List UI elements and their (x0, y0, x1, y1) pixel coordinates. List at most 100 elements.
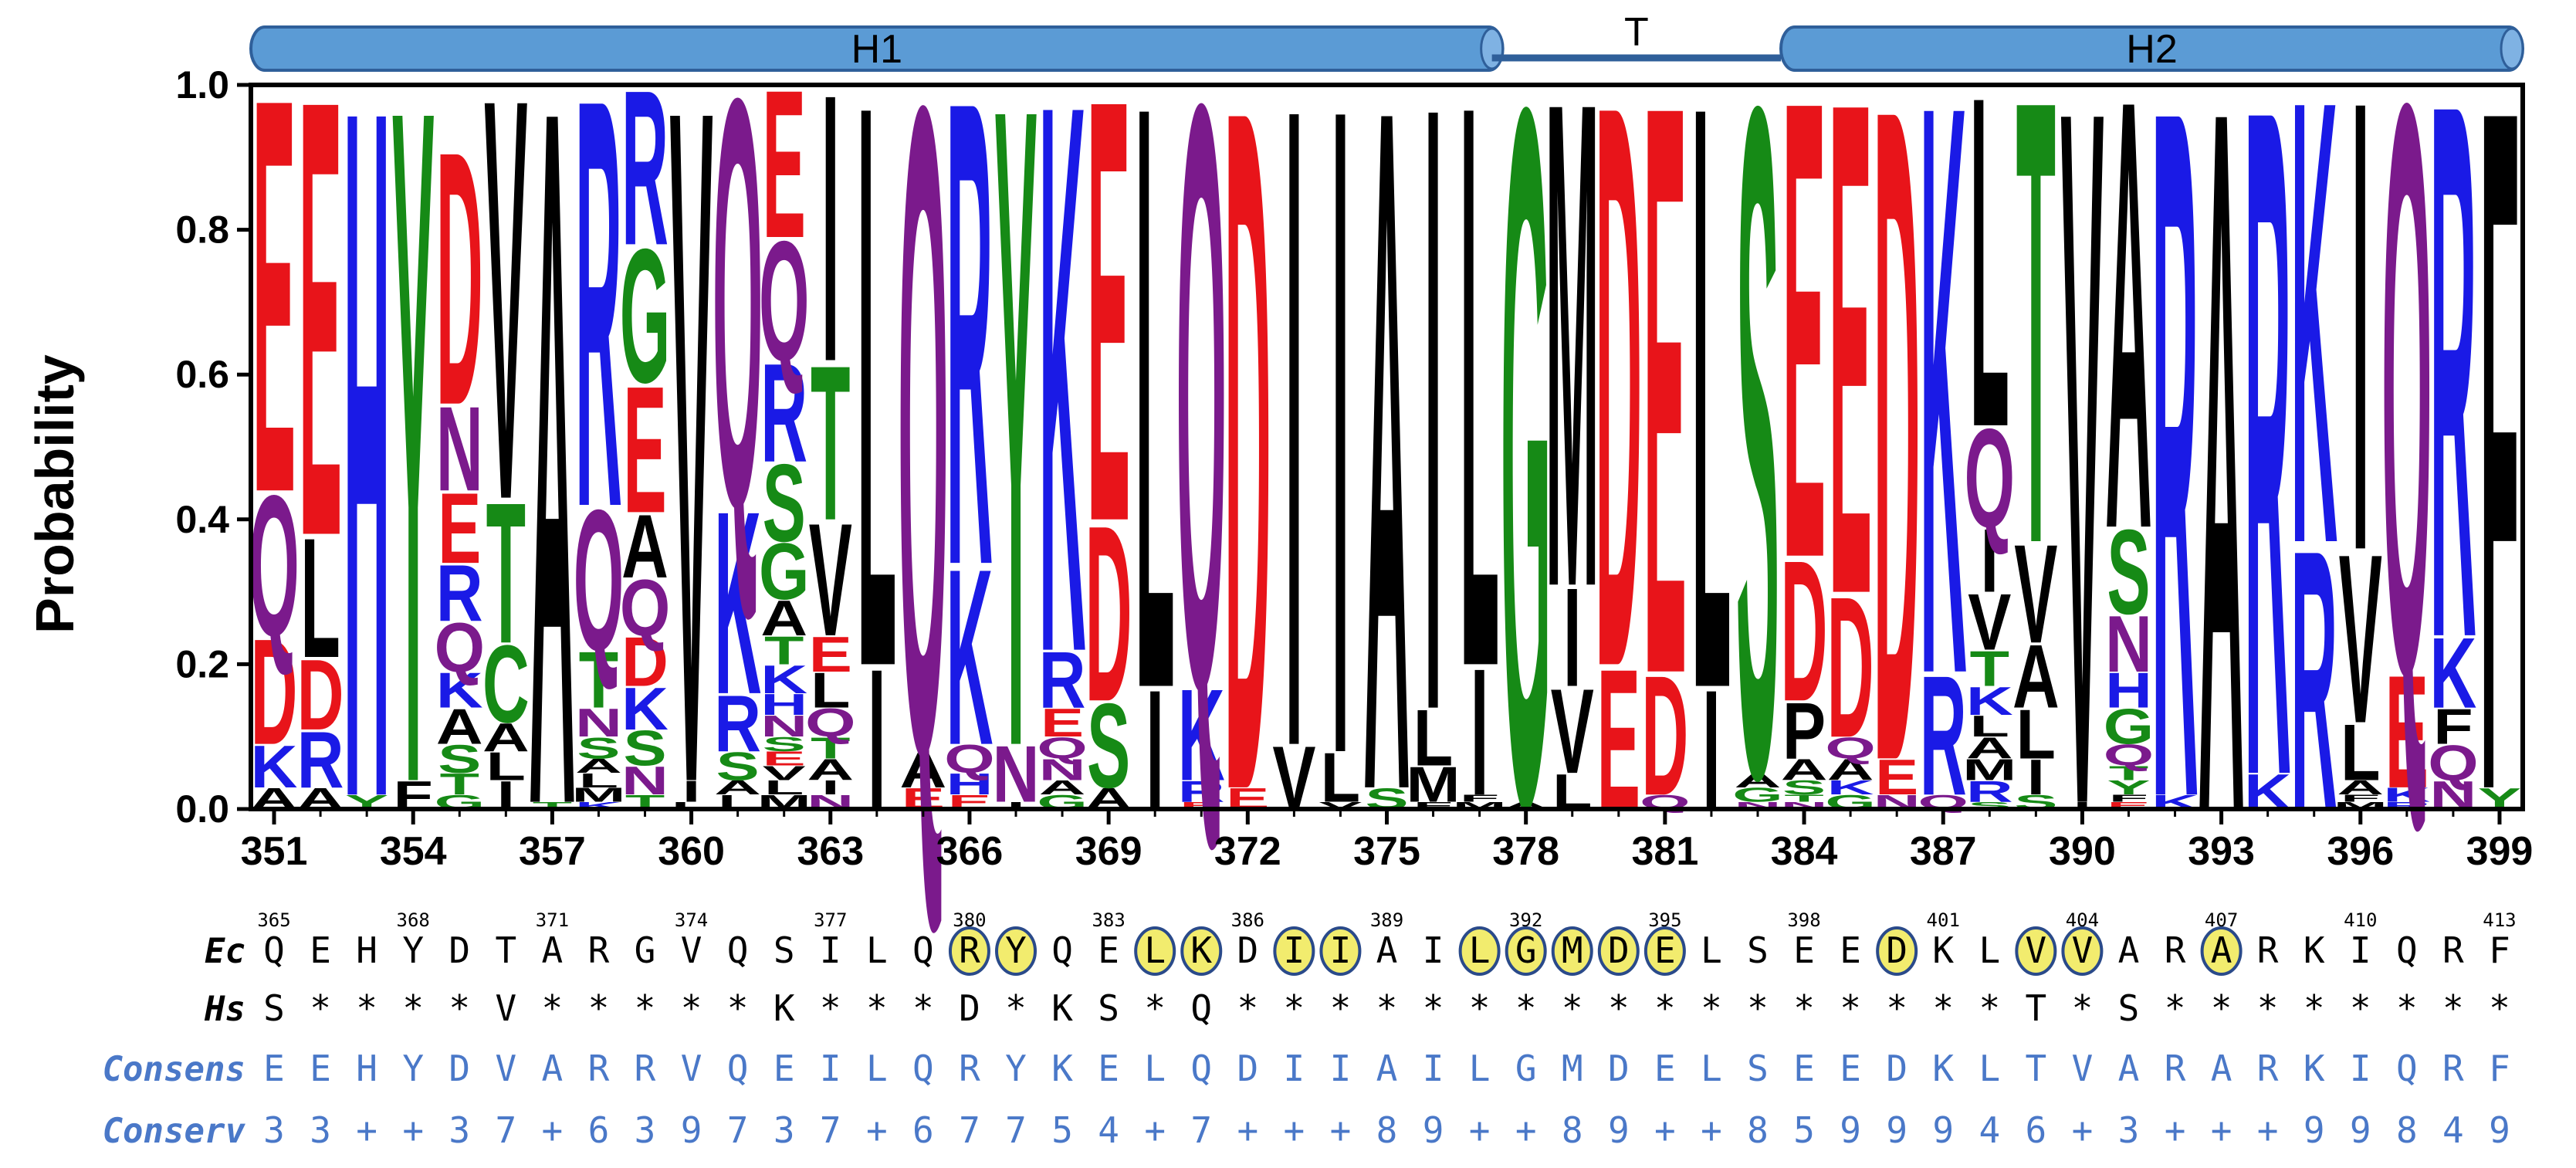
residue-label: V (2072, 929, 2094, 971)
y-tick-label: 1.0 (175, 63, 229, 107)
residue-label: A (542, 929, 564, 971)
residue-label: T (495, 929, 516, 971)
logo-letter: A (1827, 753, 1874, 787)
logo-letter: H (760, 688, 807, 722)
logo-letter: F (1460, 793, 1499, 804)
residue-label: * (1237, 987, 1258, 1029)
logo-letter: H (946, 767, 994, 801)
residue-label: + (2165, 1109, 2186, 1151)
logo-letter: L (579, 770, 618, 792)
residue-label: I (1423, 929, 1444, 971)
residue-label: + (1701, 1109, 1722, 1151)
secondary-numbering-label: 413 (2483, 909, 2516, 931)
turn-label: T (1624, 10, 1649, 55)
residue-label: * (1747, 987, 1769, 1029)
residue-label: * (2442, 987, 2464, 1029)
logo-letter: I (821, 777, 839, 799)
residue-label: L (866, 1048, 888, 1089)
logo-letter: V (484, 0, 527, 619)
residue-label: D (1608, 1048, 1630, 1089)
residue-label: K (773, 987, 795, 1029)
residue-label: R (959, 1048, 980, 1089)
logo-letter: L (764, 777, 804, 799)
logo-letter: I (1146, 655, 1164, 845)
secondary-numbering-label: 374 (675, 909, 708, 931)
residue-label: F (2489, 1048, 2510, 1089)
logo-letter: A (900, 742, 947, 798)
residue-label: A (2118, 929, 2140, 971)
residue-label: Q (727, 929, 749, 971)
logo-letter: L (1321, 738, 1360, 817)
row-label: Hs (204, 990, 245, 1029)
highlight-marker (948, 926, 990, 976)
logo-letter: D (1874, 0, 1921, 956)
y-tick-label: 0.6 (175, 353, 229, 396)
logo-letter: Y (2107, 777, 2150, 799)
residue-label: A (2118, 1048, 2140, 1089)
residue-label: D (1608, 929, 1630, 971)
logo-letter: E (252, 0, 296, 611)
logo-letter: Q (2381, 0, 2432, 845)
logo-letter: N (760, 709, 807, 743)
residue-label: Q (727, 1048, 749, 1089)
logo-column: A (2198, 0, 2245, 1023)
residue-label: S (773, 929, 795, 971)
logo-letter: L (1970, 0, 2009, 526)
logo-letter: S (2107, 504, 2150, 640)
logo-letter: D (1595, 0, 1642, 835)
secondary-structure-track: H1 T H2 (249, 10, 2525, 72)
logo-letter: I (868, 628, 885, 853)
logo-column: YH (344, 0, 391, 1004)
residue-label: 7 (820, 1109, 841, 1151)
logo-letter: N (621, 758, 669, 803)
logo-letter: K (1827, 777, 1874, 799)
x-tick-label: 393 (2188, 829, 2255, 874)
highlight-marker (1458, 926, 1501, 976)
logo-letter: R (621, 44, 669, 291)
residue-label: + (2211, 1109, 2232, 1151)
logo-letter: I (1424, 0, 1442, 892)
x-tick-label: 366 (936, 829, 1004, 874)
residue-label: 9 (1423, 1109, 1444, 1151)
residue-label: * (542, 987, 564, 1029)
residue-label: 3 (263, 1109, 285, 1151)
logo-letter: D (621, 622, 669, 701)
logo-letter: I (2351, 0, 2369, 686)
logo-letter: N (1039, 753, 1086, 787)
logo-letter: T (2016, 0, 2056, 675)
residue-label: V (681, 1048, 702, 1089)
logo-letter: T (1784, 793, 1824, 804)
logo-letter: E (1782, 0, 1826, 695)
residue-label: E (263, 1048, 285, 1089)
logo-letter: E (1829, 0, 1872, 742)
logo-letter: E (1087, 0, 1130, 648)
logo-letter: V (2014, 516, 2057, 673)
logo-letter: L (2016, 695, 2056, 774)
logo-letter: N (575, 700, 622, 745)
logo-letter: V (2339, 504, 2382, 774)
y-tick-label: 0.2 (175, 642, 229, 686)
logo-letter: A (2198, 0, 2245, 1023)
residue-label: + (1654, 1109, 1676, 1151)
logo-letter: D (1642, 641, 1689, 831)
x-tick-label: 351 (241, 829, 308, 874)
logo-letter: F (2341, 793, 2380, 804)
logo-letter: S (1782, 777, 1826, 799)
logo-letter: G (759, 526, 809, 617)
residue-label: + (1469, 1109, 1491, 1151)
residue-label: 6 (912, 1109, 934, 1151)
logo-letter: Q (805, 700, 855, 745)
residue-label: G (1515, 1048, 1537, 1089)
residue-label: 6 (588, 1109, 610, 1151)
row-label: Ec (205, 932, 245, 971)
residue-label: K (2304, 1048, 2325, 1089)
residue-label: 3 (2118, 1109, 2140, 1151)
logo-letter: L (811, 662, 850, 719)
residue-label: Q (912, 929, 934, 971)
x-tick-label: 384 (1771, 829, 1838, 874)
